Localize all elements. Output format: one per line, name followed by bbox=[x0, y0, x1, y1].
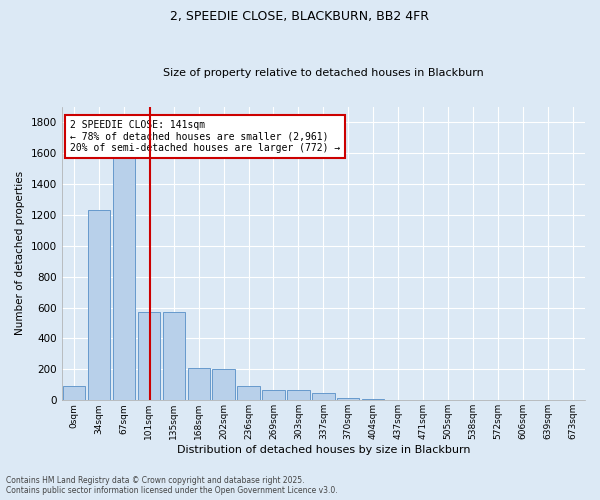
Bar bbox=[312, 394, 335, 400]
Text: 2 SPEEDIE CLOSE: 141sqm
← 78% of detached houses are smaller (2,961)
20% of semi: 2 SPEEDIE CLOSE: 141sqm ← 78% of detache… bbox=[70, 120, 340, 153]
Bar bbox=[163, 312, 185, 400]
Bar bbox=[212, 368, 235, 400]
Y-axis label: Number of detached properties: Number of detached properties bbox=[15, 172, 25, 336]
X-axis label: Distribution of detached houses by size in Blackburn: Distribution of detached houses by size … bbox=[176, 445, 470, 455]
Text: Contains HM Land Registry data © Crown copyright and database right 2025.
Contai: Contains HM Land Registry data © Crown c… bbox=[6, 476, 338, 495]
Bar bbox=[63, 386, 85, 400]
Bar bbox=[238, 386, 260, 400]
Bar bbox=[362, 398, 385, 400]
Bar bbox=[137, 312, 160, 400]
Bar bbox=[113, 150, 135, 401]
Bar bbox=[287, 390, 310, 400]
Text: 2, SPEEDIE CLOSE, BLACKBURN, BB2 4FR: 2, SPEEDIE CLOSE, BLACKBURN, BB2 4FR bbox=[170, 10, 430, 23]
Bar bbox=[262, 390, 285, 400]
Title: Size of property relative to detached houses in Blackburn: Size of property relative to detached ho… bbox=[163, 68, 484, 78]
Bar bbox=[337, 398, 359, 400]
Bar bbox=[188, 368, 210, 400]
Bar bbox=[88, 210, 110, 400]
